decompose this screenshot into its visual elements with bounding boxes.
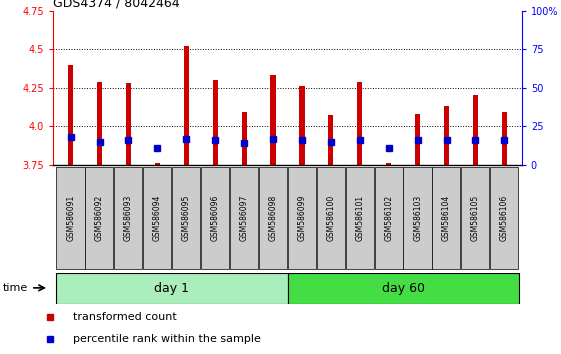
Text: GSM586098: GSM586098 [269,195,278,241]
Text: GDS4374 / 8042464: GDS4374 / 8042464 [53,0,180,10]
Text: GSM586093: GSM586093 [124,195,133,241]
Bar [56,273,287,304]
Bar [213,80,218,165]
Text: GSM586096: GSM586096 [211,195,220,241]
Text: percentile rank within the sample: percentile rank within the sample [73,334,261,344]
Bar [85,167,113,269]
Text: GSM586092: GSM586092 [95,195,104,241]
Bar [201,167,229,269]
Bar [461,167,489,269]
Bar [473,96,478,165]
Bar [403,167,431,269]
Text: GSM586103: GSM586103 [413,195,422,241]
Bar [300,86,305,165]
Bar [317,167,345,269]
Bar [357,81,362,165]
Text: GSM586091: GSM586091 [66,195,75,241]
Bar [126,83,131,165]
Text: GSM586097: GSM586097 [240,195,249,241]
Text: GSM586099: GSM586099 [297,195,306,241]
Bar [143,167,171,269]
Bar [57,167,85,269]
Text: GSM586105: GSM586105 [471,195,480,241]
Bar [433,167,461,269]
Text: GSM586095: GSM586095 [182,195,191,241]
Bar [490,167,518,269]
Bar [183,46,189,165]
Bar [444,106,449,165]
Bar [288,167,316,269]
Text: GSM586104: GSM586104 [442,195,451,241]
Text: transformed count: transformed count [73,312,177,322]
Text: day 1: day 1 [154,282,190,295]
Bar [375,167,403,269]
Text: GSM586100: GSM586100 [327,195,335,241]
Text: GSM586101: GSM586101 [355,195,364,241]
Bar [230,167,258,269]
Bar [68,64,73,165]
Text: GSM586106: GSM586106 [500,195,509,241]
Text: time: time [3,283,28,293]
Text: GSM586094: GSM586094 [153,195,162,241]
Bar [502,112,507,165]
Bar [97,81,102,165]
Bar [259,167,287,269]
Bar [242,112,247,165]
Bar [114,167,142,269]
Bar [346,167,374,269]
Bar [155,163,160,165]
Bar [328,115,333,165]
Bar [288,273,519,304]
Text: GSM586102: GSM586102 [384,195,393,241]
Bar [270,75,275,165]
Text: day 60: day 60 [381,282,425,295]
Bar [415,114,420,165]
Bar [172,167,200,269]
Bar [386,163,392,165]
